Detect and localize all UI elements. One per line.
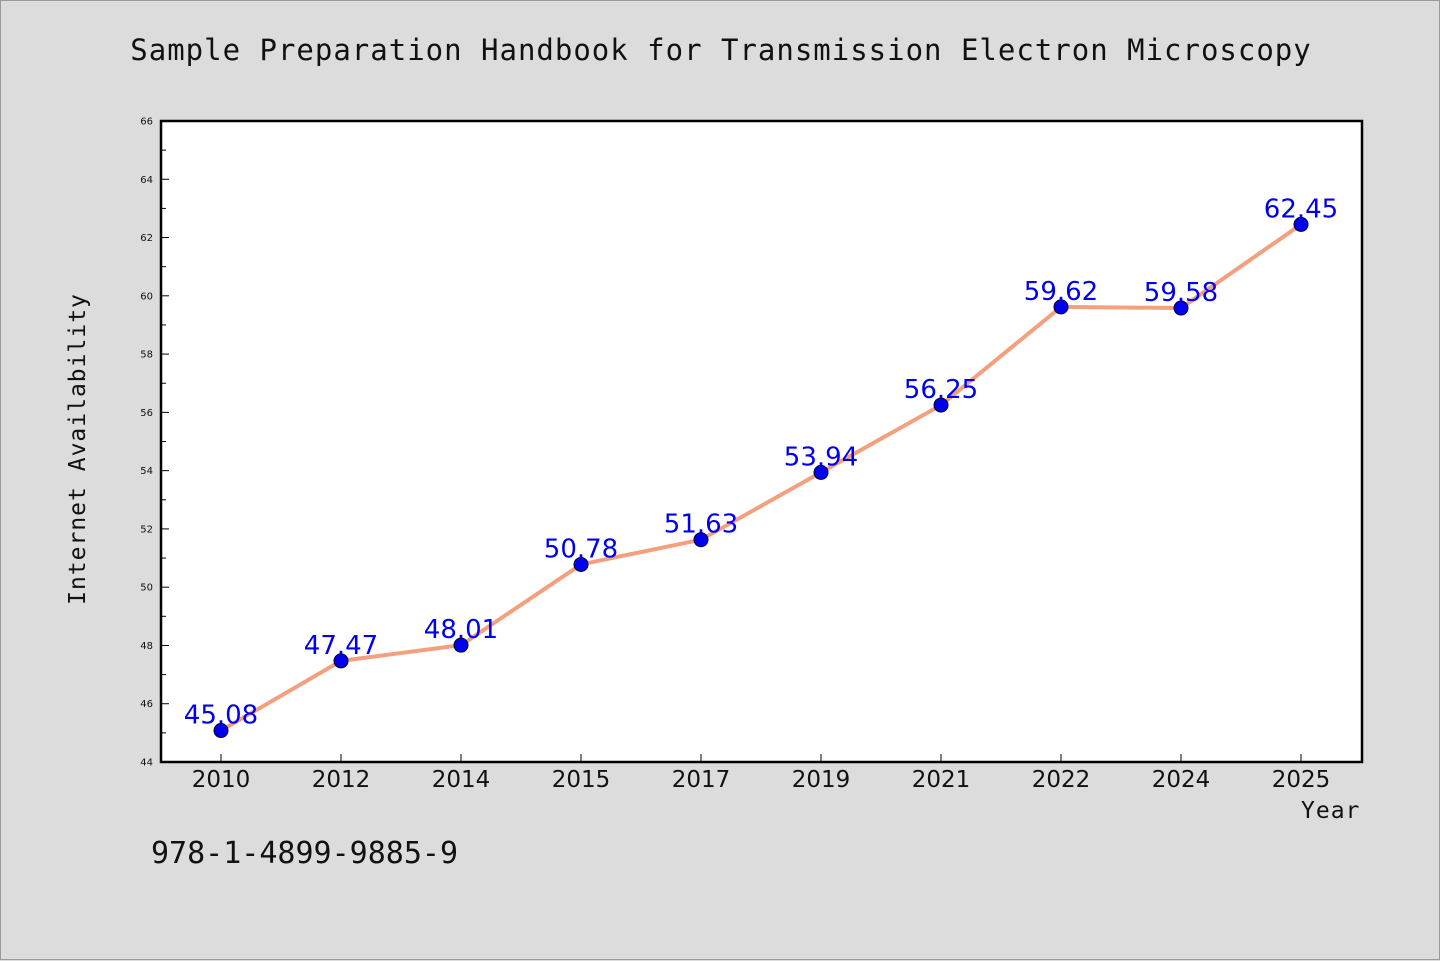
y-tick-label: 44 xyxy=(140,758,153,769)
y-tick-label: 54 xyxy=(140,466,153,477)
data-label: 56.25 xyxy=(904,375,978,405)
chart-title: Sample Preparation Handbook for Transmis… xyxy=(130,33,1312,67)
y-tick-label: 62 xyxy=(140,233,153,244)
y-tick-label: 48 xyxy=(140,641,153,652)
series-line xyxy=(219,222,1303,733)
x-tick-label: 2025 xyxy=(1272,767,1331,793)
data-point xyxy=(1293,216,1309,232)
y-tick-label: 50 xyxy=(140,583,153,594)
data-point xyxy=(333,653,349,669)
isbn-text: 978-1-4899-9885-9 xyxy=(151,836,459,871)
x-tick-label: 2019 xyxy=(792,767,851,793)
y-tick-label: 60 xyxy=(140,291,153,302)
x-tick-label: 2022 xyxy=(1032,767,1091,793)
y-tick-label: 64 xyxy=(140,175,153,186)
data-label: 45.08 xyxy=(184,701,258,731)
x-tick-label: 2017 xyxy=(672,767,731,793)
x-tick-label: 2010 xyxy=(192,767,251,793)
y-tick-label: 58 xyxy=(140,350,153,361)
data-label: 50.78 xyxy=(544,534,618,564)
data-point xyxy=(813,464,829,480)
x-tick-label: 2021 xyxy=(912,767,971,793)
x-tick-label: 2012 xyxy=(312,767,371,793)
x-tick-label: 2024 xyxy=(1152,767,1211,793)
y-tick-label: 66 xyxy=(140,117,153,128)
data-point xyxy=(693,532,709,548)
data-point xyxy=(573,556,589,572)
x-tick-label: 2014 xyxy=(432,767,491,793)
x-tick-label: 2015 xyxy=(552,767,611,793)
data-label: 51.63 xyxy=(664,510,738,540)
data-point xyxy=(453,637,469,653)
data-label: 62.45 xyxy=(1264,194,1338,224)
data-label: 59.62 xyxy=(1024,277,1098,307)
data-label: 47.47 xyxy=(304,631,378,661)
data-label: 59.58 xyxy=(1144,278,1218,308)
x-axis-label: Year xyxy=(1301,798,1361,824)
data-point xyxy=(213,723,229,739)
plot-border xyxy=(159,119,1364,764)
y-tick-label: 52 xyxy=(140,524,153,535)
y-tick-label: 56 xyxy=(140,408,153,419)
plot-area xyxy=(161,121,1362,762)
data-point xyxy=(1053,299,1069,315)
y-tick-label: 46 xyxy=(140,699,153,710)
data-point xyxy=(1173,300,1189,316)
data-label: 53.94 xyxy=(784,442,858,472)
data-label: 48.01 xyxy=(424,615,498,645)
data-point xyxy=(933,397,949,413)
